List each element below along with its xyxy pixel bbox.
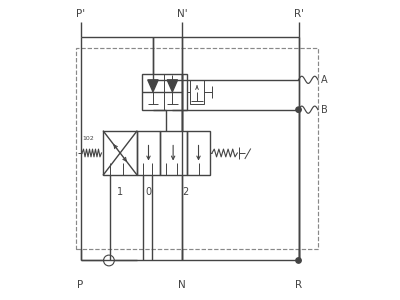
- Text: R': R': [294, 9, 304, 19]
- Text: A: A: [321, 75, 328, 85]
- Polygon shape: [148, 80, 158, 92]
- Text: B: B: [321, 105, 328, 115]
- Text: P': P': [76, 9, 85, 19]
- Text: P: P: [78, 280, 84, 290]
- Text: N': N': [177, 9, 187, 19]
- Text: 0: 0: [146, 187, 152, 197]
- Text: 1: 1: [117, 187, 123, 197]
- Text: R: R: [295, 280, 302, 290]
- Text: 102: 102: [82, 136, 94, 141]
- Circle shape: [296, 258, 301, 263]
- Circle shape: [296, 107, 301, 112]
- Text: N: N: [178, 280, 186, 290]
- Text: 2: 2: [182, 187, 188, 197]
- Polygon shape: [167, 80, 178, 92]
